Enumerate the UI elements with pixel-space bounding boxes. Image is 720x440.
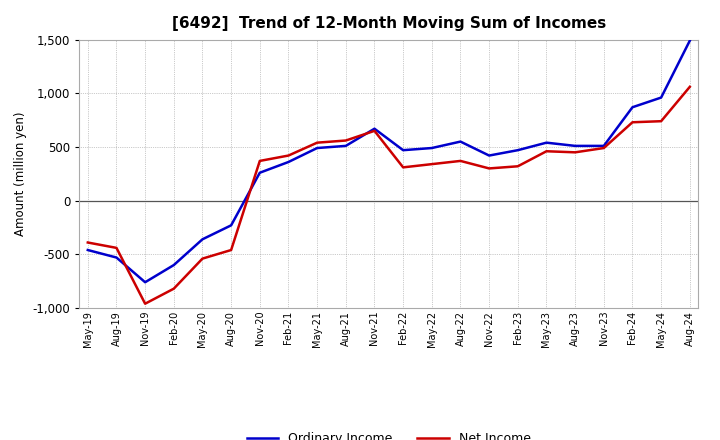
Ordinary Income xyxy=(571,143,580,149)
Ordinary Income xyxy=(256,170,264,176)
Ordinary Income xyxy=(428,145,436,150)
Ordinary Income xyxy=(169,262,178,268)
Ordinary Income xyxy=(312,145,321,150)
Ordinary Income xyxy=(513,147,522,153)
Net Income xyxy=(657,118,665,124)
Net Income xyxy=(428,161,436,167)
Net Income xyxy=(685,84,694,89)
Net Income xyxy=(256,158,264,164)
Net Income xyxy=(141,301,150,306)
Legend: Ordinary Income, Net Income: Ordinary Income, Net Income xyxy=(242,427,536,440)
Net Income xyxy=(628,120,636,125)
Ordinary Income xyxy=(227,223,235,228)
Ordinary Income xyxy=(84,247,92,253)
Net Income xyxy=(341,138,350,143)
Net Income xyxy=(312,140,321,145)
Ordinary Income xyxy=(485,153,493,158)
Ordinary Income xyxy=(456,139,465,144)
Line: Net Income: Net Income xyxy=(88,87,690,304)
Net Income xyxy=(485,166,493,171)
Net Income xyxy=(456,158,465,164)
Ordinary Income xyxy=(141,279,150,285)
Ordinary Income xyxy=(600,143,608,149)
Net Income xyxy=(284,153,293,158)
Ordinary Income xyxy=(341,143,350,149)
Ordinary Income xyxy=(112,255,121,260)
Net Income xyxy=(198,256,207,261)
Net Income xyxy=(513,164,522,169)
Ordinary Income xyxy=(399,147,408,153)
Net Income xyxy=(84,240,92,245)
Net Income xyxy=(542,149,551,154)
Net Income xyxy=(169,286,178,291)
Net Income xyxy=(399,165,408,170)
Line: Ordinary Income: Ordinary Income xyxy=(88,40,690,282)
Net Income xyxy=(112,245,121,250)
Title: [6492]  Trend of 12-Month Moving Sum of Incomes: [6492] Trend of 12-Month Moving Sum of I… xyxy=(171,16,606,32)
Ordinary Income xyxy=(198,237,207,242)
Ordinary Income xyxy=(370,126,379,132)
Net Income xyxy=(227,247,235,253)
Ordinary Income xyxy=(628,105,636,110)
Ordinary Income xyxy=(685,38,694,43)
Net Income xyxy=(600,145,608,150)
Y-axis label: Amount (million yen): Amount (million yen) xyxy=(14,112,27,236)
Ordinary Income xyxy=(542,140,551,145)
Ordinary Income xyxy=(657,95,665,100)
Ordinary Income xyxy=(284,159,293,165)
Net Income xyxy=(370,128,379,133)
Net Income xyxy=(571,150,580,155)
